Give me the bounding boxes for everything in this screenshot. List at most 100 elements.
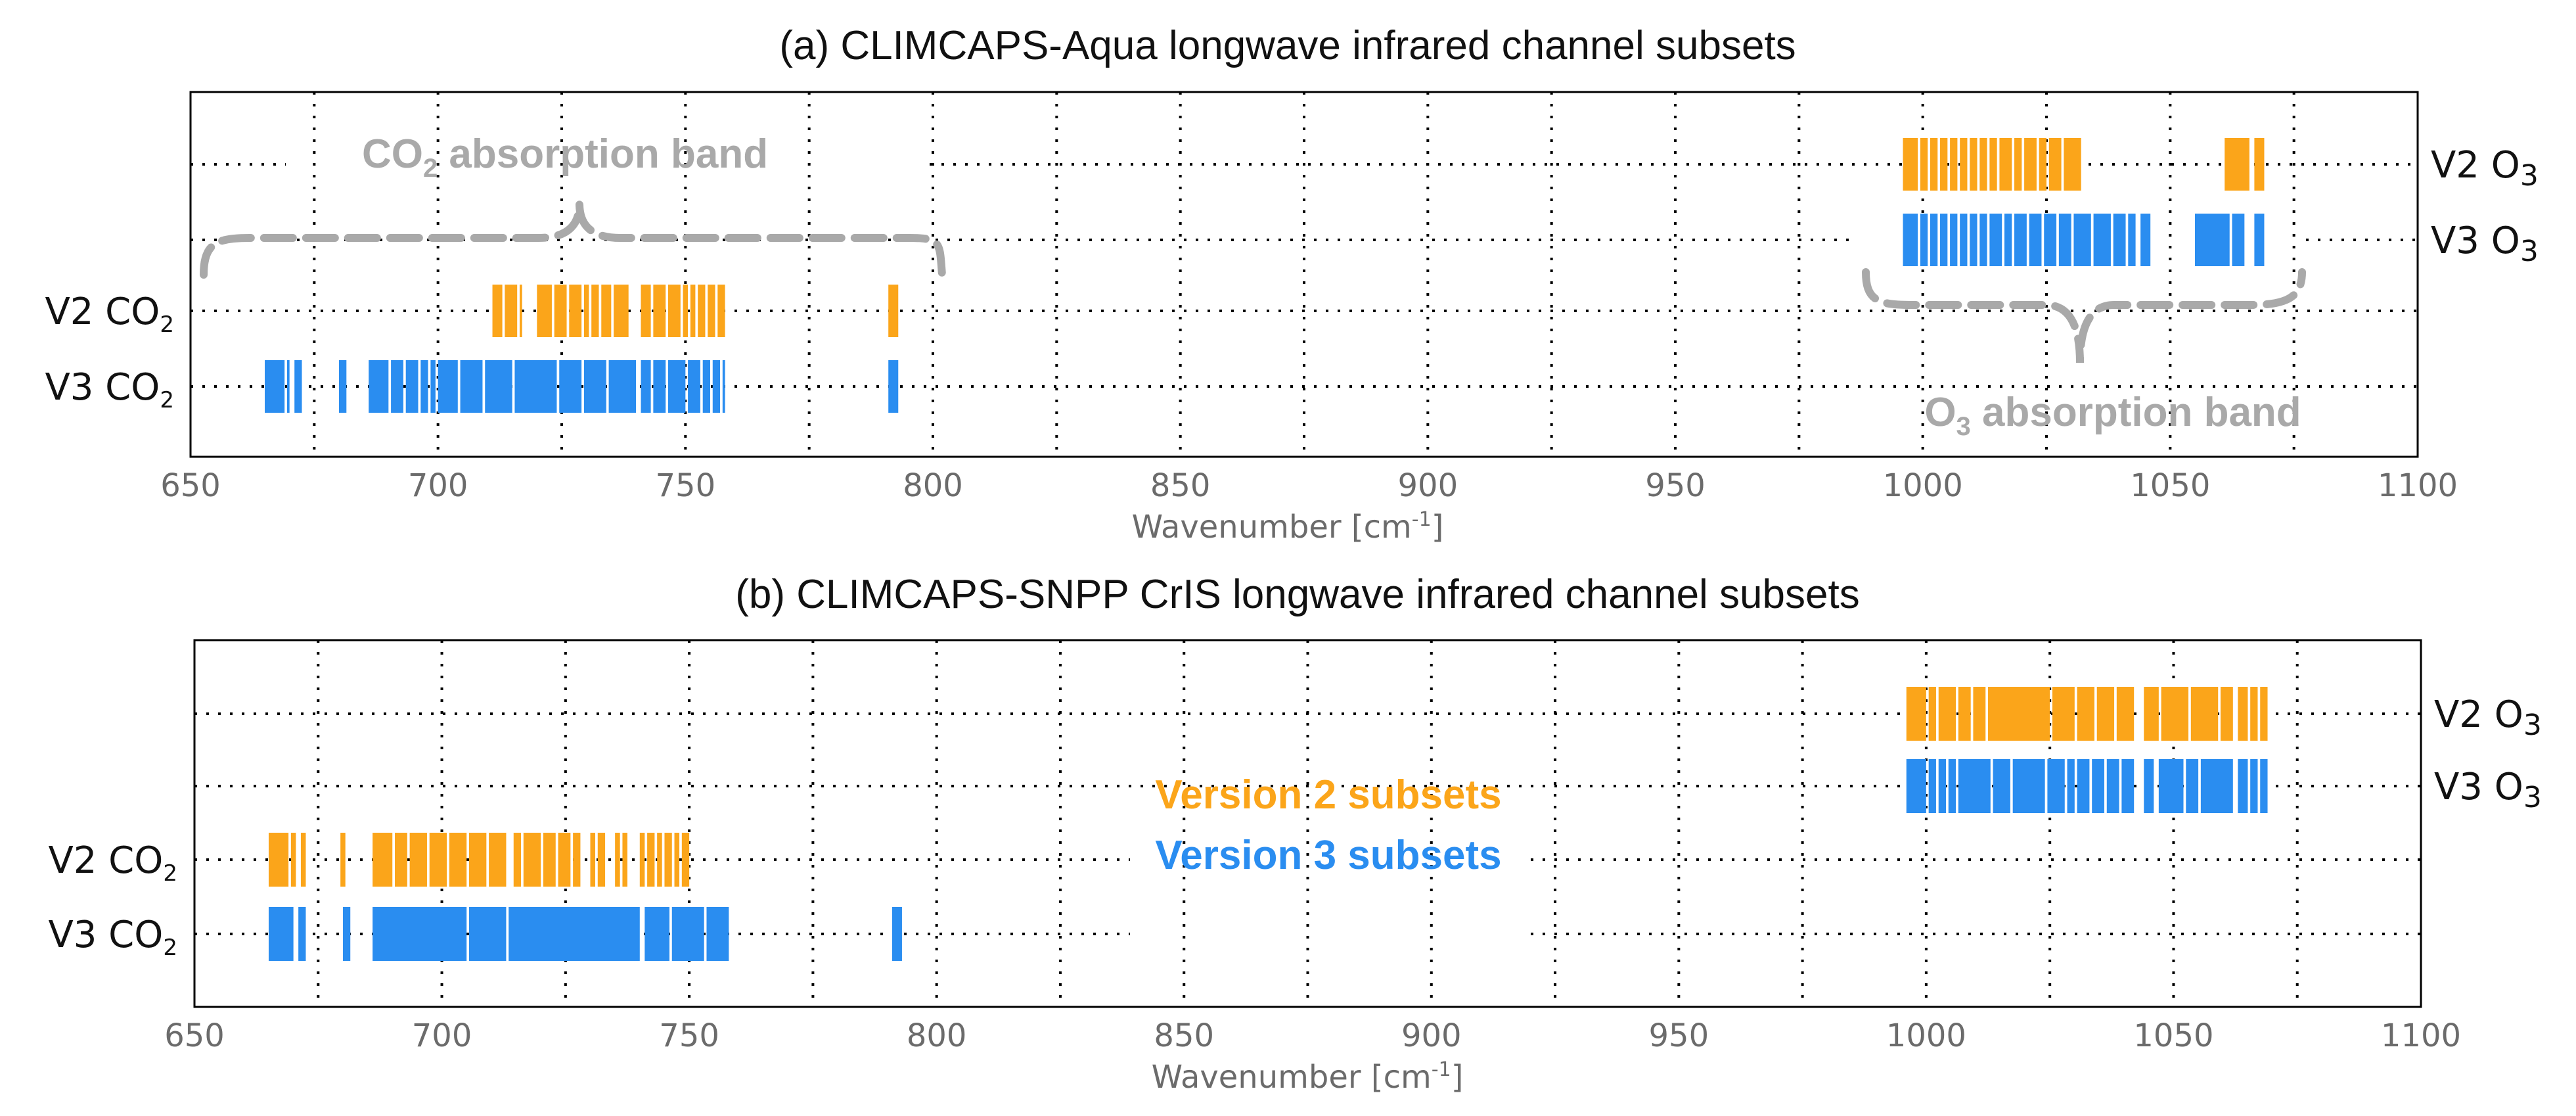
channel-bar	[2190, 687, 2219, 741]
channel-bar	[2067, 759, 2075, 813]
channel-bar	[409, 833, 427, 887]
channel-bar	[641, 285, 651, 337]
channel-bar	[2250, 687, 2258, 741]
panel-a: (a) CLIMCAPS-Aqua longwave infrared chan…	[45, 23, 2538, 546]
channel-bar	[657, 833, 662, 887]
channel-bar	[1906, 759, 1926, 813]
channel-bar	[2058, 214, 2071, 266]
channel-bar	[2047, 759, 2065, 813]
row-label: V3 O3	[2434, 766, 2542, 814]
channel-bar	[2186, 759, 2199, 813]
channel-bar	[591, 285, 599, 337]
channel-bar	[1958, 759, 1991, 813]
channel-bar	[523, 833, 541, 887]
channel-bar	[2238, 759, 2248, 813]
channel-bar	[508, 907, 640, 961]
channel-bar	[706, 907, 729, 961]
channel-bar	[438, 360, 458, 413]
channel-bar	[1979, 138, 1987, 191]
channel-bar	[2052, 687, 2075, 741]
channel-bar	[1950, 214, 1958, 266]
channel-bar	[614, 285, 629, 337]
channel-bar	[1938, 759, 1947, 813]
channel-bar	[554, 285, 567, 337]
x-tick-label: 850	[1154, 1017, 1214, 1054]
channel-bar	[2225, 138, 2249, 191]
channel-bar	[373, 907, 467, 961]
x-tick-label: 950	[1645, 467, 1706, 504]
channel-bar	[653, 360, 666, 413]
channel-bar	[1979, 214, 1987, 266]
x-tick-label: 1000	[1883, 467, 1963, 504]
channel-bar	[2096, 687, 2115, 741]
channel-bar	[1989, 138, 1997, 191]
row-label: V3 CO2	[45, 366, 174, 413]
channel-bar	[2077, 759, 2090, 813]
row-label: V2 O3	[2434, 693, 2542, 742]
channel-bar	[671, 907, 704, 961]
x-tick-label: 900	[1398, 467, 1458, 504]
x-tick-label: 750	[656, 467, 716, 504]
legend-version-2: Version 2 subsets	[1155, 772, 1501, 818]
panel-b-row-labels: V2 CO2 V3 CO2 V2 O3 V3 O3	[48, 693, 2541, 961]
channel-bar	[2128, 214, 2136, 266]
channel-bar	[2144, 687, 2159, 741]
channel-bar	[2121, 759, 2135, 813]
channel-bar	[1948, 759, 1956, 813]
channel-bar	[543, 833, 556, 887]
channel-bar	[2260, 687, 2268, 741]
channel-bar	[717, 285, 725, 337]
channel-bar	[2238, 687, 2248, 741]
channel-bar	[405, 360, 418, 413]
channel-bar	[2004, 214, 2012, 266]
channel-bar	[369, 360, 389, 413]
channel-bar	[1970, 138, 1977, 191]
channel-bar	[667, 360, 686, 413]
channel-bar	[286, 360, 290, 413]
channel-bar	[2220, 687, 2233, 741]
channel-bar	[2044, 214, 2057, 266]
channel-bar	[2232, 214, 2245, 266]
channel-bar	[513, 833, 522, 887]
channel-bar	[667, 285, 681, 337]
channel-bar	[712, 360, 721, 413]
channel-bar	[573, 833, 581, 887]
channel-bar	[722, 360, 725, 413]
channel-bar	[1920, 214, 1928, 266]
panel-a-title: (a) CLIMCAPS-Aqua longwave infrared chan…	[779, 23, 1796, 68]
channel-bar	[420, 360, 428, 413]
channel-bar	[2064, 138, 2081, 191]
channel-bar	[1993, 759, 2010, 813]
channel-bar	[2113, 214, 2126, 266]
x-tick-label: 1000	[1886, 1017, 1966, 1054]
row-label: V2 CO2	[48, 839, 177, 887]
channel-bar	[1928, 759, 1936, 813]
channel-bar	[1960, 214, 1968, 266]
x-tick-label: 1050	[2133, 1017, 2213, 1054]
panel-b-frame	[193, 639, 2422, 1008]
channel-bar	[641, 360, 651, 413]
channel-bar	[1906, 687, 1926, 741]
panel-a-bars	[265, 138, 2265, 413]
channel-bar	[2048, 138, 2062, 191]
x-tick-label: 800	[907, 1017, 967, 1054]
x-tick-label: 800	[903, 467, 963, 504]
x-tick-label: 950	[1649, 1017, 1709, 1054]
channel-bar	[492, 285, 503, 337]
channel-bar	[583, 360, 606, 413]
channel-bar	[339, 360, 347, 413]
channel-bar	[2116, 687, 2135, 741]
channel-bar	[1928, 687, 1936, 741]
channel-bar	[1903, 138, 1918, 191]
channel-bar	[681, 833, 690, 887]
panel-b-xticks: 650 700 750 800 850 900 950 1000 1050 1100	[164, 1017, 2461, 1054]
x-tick-label: 700	[408, 467, 468, 504]
channel-bar	[537, 285, 552, 337]
channel-bar	[1988, 687, 2050, 741]
channel-bar	[690, 285, 696, 337]
channel-bar	[558, 833, 571, 887]
channel-bar	[2200, 759, 2233, 813]
channel-bar	[569, 285, 582, 337]
channel-bar	[698, 285, 706, 337]
panel-a-xlabel: Wavenumber [cm-1]	[1132, 508, 1444, 546]
